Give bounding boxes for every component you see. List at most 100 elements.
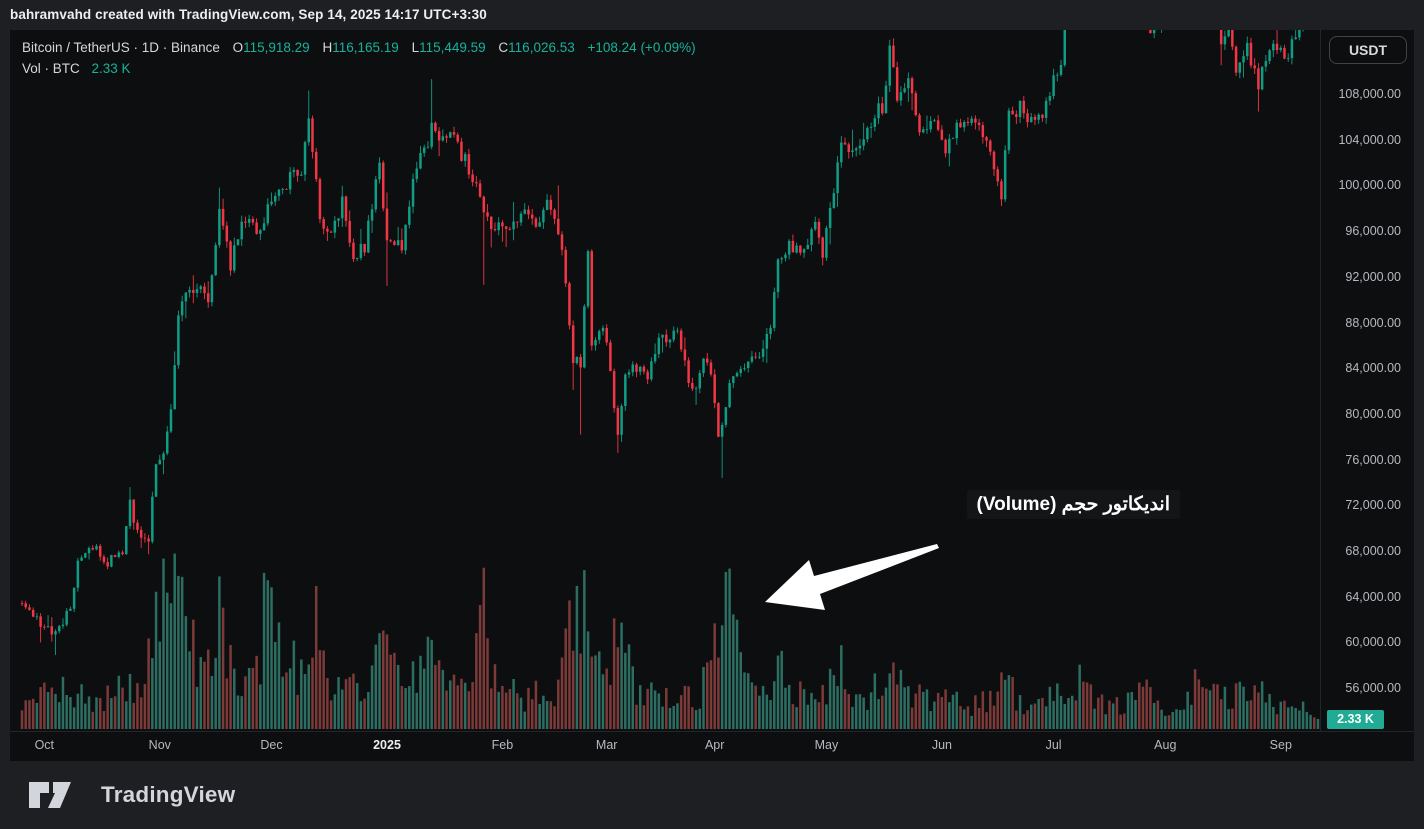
volume-bar (229, 644, 232, 729)
volume-bar (199, 657, 203, 729)
volume-bar (136, 683, 139, 729)
candle-body (1290, 39, 1294, 59)
volume-bar (1290, 706, 1294, 729)
volume-bar (24, 700, 27, 729)
candle-body (769, 327, 772, 334)
volume-bar (1231, 708, 1234, 729)
candle-body (1238, 62, 1242, 73)
volume-bar (1164, 715, 1167, 729)
candle-body (661, 334, 664, 338)
volume-bar (236, 695, 240, 729)
candle-body (538, 222, 541, 227)
volume-bar (262, 572, 266, 729)
volume-bar (586, 631, 590, 729)
candle-wick (967, 117, 969, 127)
volume-bar (1003, 679, 1007, 729)
candle-body (795, 245, 798, 253)
candle-wick (427, 141, 429, 149)
volume-bar (1078, 664, 1081, 729)
symbol-title[interactable]: Bitcoin / TetherUS · 1D · Binance (22, 40, 220, 55)
candle-body (411, 178, 415, 207)
candle-body (132, 499, 135, 523)
currency-toggle-button[interactable]: USDT (1329, 36, 1407, 64)
candle-body (352, 242, 355, 260)
symbol-legend-row[interactable]: Bitcoin / TetherUS · 1D · Binance O115,9… (22, 37, 696, 58)
volume-bar (553, 706, 556, 729)
candle-body (389, 240, 392, 242)
candle-body (1253, 65, 1256, 69)
volume-bar (1022, 714, 1026, 729)
volume-bar (1160, 709, 1163, 729)
candle-body (277, 189, 281, 196)
candle-body (307, 118, 311, 143)
volume-bar (948, 702, 951, 729)
volume-bar (125, 701, 128, 729)
volume-bar (638, 685, 642, 729)
volume-bar (389, 654, 392, 729)
volume-bar (162, 558, 165, 729)
volume-legend-row[interactable]: Vol · BTC 2.33 K (22, 58, 696, 79)
time-tick-label: May (814, 738, 839, 752)
candle-body (57, 626, 61, 632)
candle-wick (755, 352, 757, 360)
candle-body (873, 118, 877, 127)
time-axis[interactable]: Oct Nov Dec 2025 Feb Mar Apr May Jun Jul Aug Sep (10, 732, 1320, 761)
candle-wick (1220, 30, 1222, 66)
volume-bar (769, 700, 772, 729)
candle-body (1283, 47, 1286, 59)
candle-body (687, 360, 690, 383)
volume-bar (519, 697, 523, 729)
candle-body (799, 245, 802, 253)
candle-body (732, 376, 735, 384)
candle-body (314, 151, 318, 180)
candle-body (694, 388, 698, 390)
candle-body (601, 327, 605, 332)
tradingview-logo[interactable]: TradingView (28, 779, 235, 811)
volume-bar (430, 639, 433, 729)
volume-bar (1097, 697, 1100, 729)
candle-body (825, 227, 828, 258)
candle-wick (69, 606, 71, 611)
candle-body (147, 538, 150, 542)
candle-body (642, 366, 646, 372)
volume-bar (1126, 692, 1130, 729)
volume-bar (486, 638, 489, 729)
price-axis[interactable]: 108,000.00 104,000.00 100,000.00 96,000.00 9… (1320, 30, 1414, 731)
candle-body (244, 221, 247, 223)
candle-wick (855, 146, 857, 157)
low-value: 115,449.59 (419, 40, 486, 55)
candle-body (728, 383, 731, 408)
candle-body (892, 45, 895, 68)
volume-bar (501, 685, 504, 729)
volume-bar (981, 691, 985, 729)
volume-bar (698, 708, 702, 729)
volume-bar (754, 685, 757, 729)
volume-bar (177, 575, 180, 729)
volume-bar (31, 698, 35, 729)
candlestick-canvas[interactable] (10, 30, 1320, 731)
volume-bar (732, 614, 735, 729)
candle-body (836, 162, 839, 194)
candle-wick (911, 76, 913, 111)
candle-body (802, 249, 806, 253)
candle-wick (863, 122, 865, 151)
volume-bar (836, 686, 839, 729)
candle-body (907, 78, 910, 89)
volume-bar (1141, 686, 1145, 729)
volume-bar (165, 592, 169, 729)
volume-bar (1201, 687, 1204, 729)
candle-body (143, 537, 147, 539)
candle-body (251, 218, 255, 223)
price-tick-label: 68,000.00 (1345, 544, 1401, 558)
candle-body (650, 361, 653, 380)
volume-bar (1149, 687, 1152, 729)
candle-body (583, 306, 586, 368)
volume-bar (516, 693, 519, 729)
volume-bar (921, 691, 925, 729)
candle-body (151, 496, 154, 542)
candle-body (281, 188, 284, 190)
volume-bar (121, 687, 124, 729)
candle-body (300, 174, 303, 176)
volume-bar (888, 673, 891, 729)
volume-bar (944, 689, 947, 729)
